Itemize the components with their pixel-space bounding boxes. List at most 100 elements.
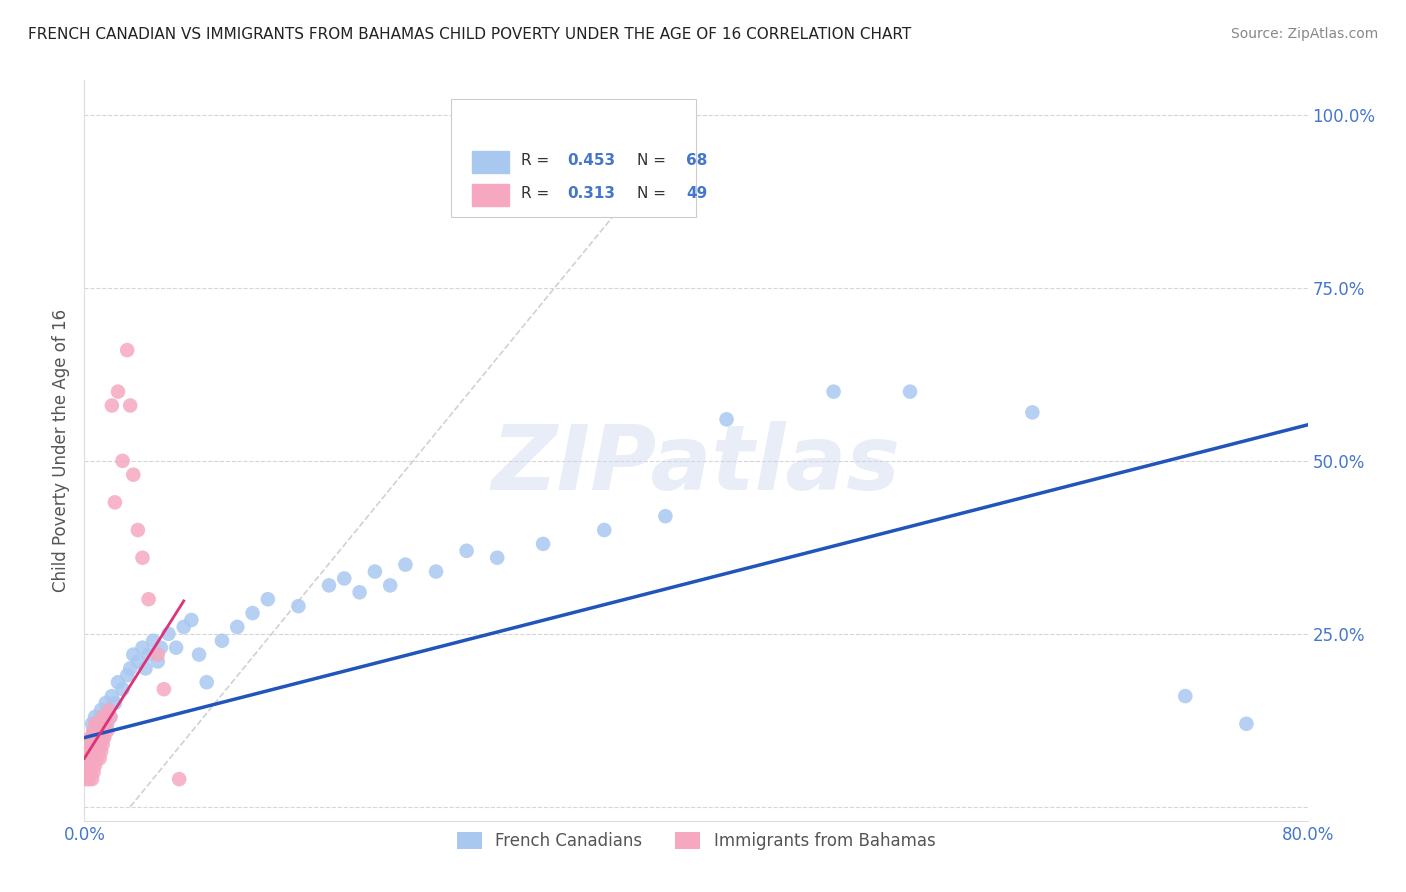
- Point: [80, 738, 103, 752]
- Point: [131, 550, 153, 565]
- FancyBboxPatch shape: [451, 99, 696, 218]
- Point: [101, 689, 124, 703]
- Point: [89, 738, 111, 752]
- Point: [142, 633, 165, 648]
- Point: [94, 696, 117, 710]
- Point: [90, 703, 112, 717]
- Point: [83, 744, 105, 758]
- Point: [531, 537, 554, 551]
- Point: [101, 399, 124, 413]
- Point: [80, 758, 103, 772]
- Point: [96, 716, 118, 731]
- Point: [127, 655, 149, 669]
- Point: [115, 343, 138, 358]
- Point: [107, 675, 129, 690]
- Point: [84, 738, 107, 752]
- Point: [287, 599, 309, 614]
- Point: [104, 696, 127, 710]
- Point: [122, 648, 145, 662]
- Point: [90, 723, 112, 738]
- Point: [146, 655, 169, 669]
- Text: R =: R =: [522, 153, 554, 168]
- Point: [394, 558, 416, 572]
- Point: [93, 731, 115, 745]
- Point: [195, 675, 218, 690]
- Point: [89, 731, 111, 745]
- Point: [716, 412, 738, 426]
- Point: [76, 765, 98, 780]
- Point: [1174, 689, 1197, 703]
- Point: [96, 723, 118, 738]
- Point: [138, 592, 160, 607]
- Point: [87, 744, 110, 758]
- Point: [111, 682, 134, 697]
- Point: [115, 668, 138, 682]
- Point: [173, 620, 195, 634]
- Point: [87, 723, 110, 738]
- Point: [97, 703, 120, 717]
- Point: [75, 772, 97, 786]
- Text: FRENCH CANADIAN VS IMMIGRANTS FROM BAHAMAS CHILD POVERTY UNDER THE AGE OF 16 COR: FRENCH CANADIAN VS IMMIGRANTS FROM BAHAM…: [28, 27, 911, 42]
- Point: [90, 723, 112, 738]
- Point: [83, 723, 105, 738]
- Text: N =: N =: [637, 153, 671, 168]
- Text: N =: N =: [637, 186, 671, 201]
- Point: [77, 772, 100, 786]
- Point: [104, 495, 127, 509]
- Point: [226, 620, 249, 634]
- Point: [823, 384, 845, 399]
- Text: ZIPatlas: ZIPatlas: [492, 421, 900, 509]
- Point: [127, 523, 149, 537]
- Point: [425, 565, 447, 579]
- Point: [188, 648, 211, 662]
- Point: [86, 716, 108, 731]
- Point: [75, 744, 97, 758]
- Text: 0.453: 0.453: [568, 153, 616, 168]
- Point: [91, 731, 114, 745]
- Point: [79, 751, 101, 765]
- Point: [111, 454, 134, 468]
- FancyBboxPatch shape: [472, 184, 509, 206]
- Point: [86, 731, 108, 745]
- Point: [91, 716, 114, 731]
- Point: [898, 384, 921, 399]
- Text: 49: 49: [686, 186, 707, 201]
- Point: [83, 723, 105, 738]
- Point: [98, 710, 121, 724]
- Legend: French Canadians, Immigrants from Bahamas: French Canadians, Immigrants from Bahama…: [450, 825, 942, 856]
- Point: [80, 772, 103, 786]
- Text: Source: ZipAtlas.com: Source: ZipAtlas.com: [1230, 27, 1378, 41]
- Point: [94, 716, 117, 731]
- Point: [165, 640, 187, 655]
- Point: [180, 613, 202, 627]
- FancyBboxPatch shape: [472, 151, 509, 173]
- Point: [120, 399, 142, 413]
- Point: [89, 710, 111, 724]
- Point: [84, 758, 107, 772]
- Point: [167, 772, 190, 786]
- Point: [87, 723, 110, 738]
- Point: [242, 606, 264, 620]
- Point: [1236, 716, 1258, 731]
- Point: [364, 565, 387, 579]
- Point: [120, 661, 142, 675]
- Point: [131, 640, 153, 655]
- Text: R =: R =: [522, 186, 560, 201]
- Point: [79, 765, 101, 780]
- Point: [76, 751, 98, 765]
- Point: [135, 661, 157, 675]
- Point: [380, 578, 402, 592]
- Point: [138, 648, 160, 662]
- Point: [89, 716, 111, 731]
- Point: [75, 751, 97, 765]
- Point: [153, 682, 176, 697]
- Point: [79, 744, 101, 758]
- Point: [98, 710, 121, 724]
- Point: [122, 467, 145, 482]
- Point: [75, 758, 97, 772]
- Point: [211, 633, 233, 648]
- Point: [76, 744, 98, 758]
- Point: [89, 751, 111, 765]
- Point: [107, 384, 129, 399]
- Point: [86, 731, 108, 745]
